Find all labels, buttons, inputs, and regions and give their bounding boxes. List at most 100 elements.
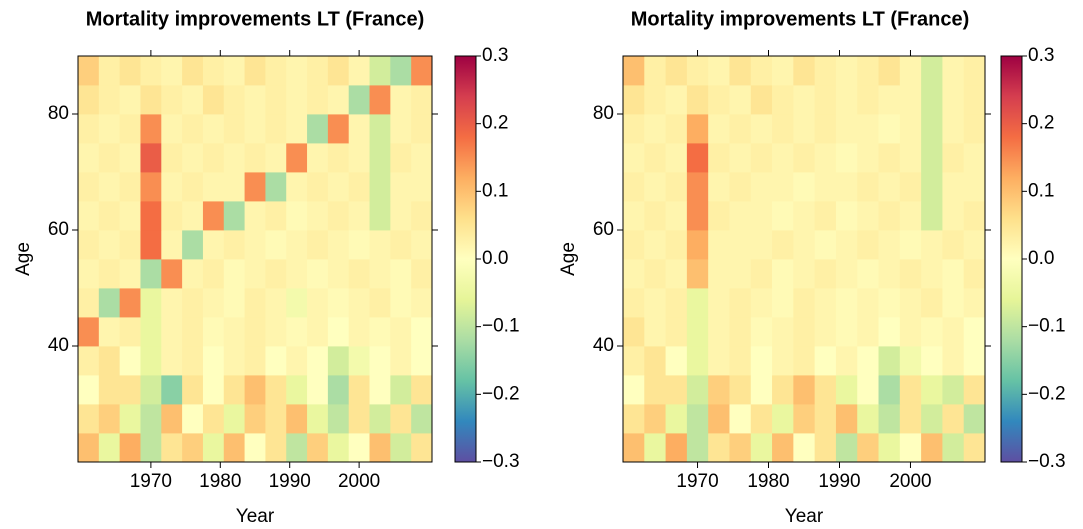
heatmap-cell bbox=[182, 143, 204, 173]
heatmap-cell bbox=[644, 288, 666, 318]
heatmap-cells bbox=[78, 56, 433, 463]
heatmap-cell bbox=[78, 346, 100, 376]
heatmap-cell bbox=[78, 375, 100, 405]
heatmap-cell bbox=[244, 230, 266, 260]
heatmap-cell bbox=[286, 114, 308, 144]
heatmap-cell bbox=[327, 404, 350, 434]
heatmap-cell bbox=[265, 288, 287, 318]
heatmap-cell bbox=[623, 375, 645, 405]
colorbar-tick-label: −0.3 bbox=[482, 451, 520, 472]
heatmap-cell bbox=[623, 201, 645, 231]
heatmap-cell bbox=[772, 375, 794, 405]
heatmap-cell bbox=[182, 433, 204, 463]
heatmap-cell bbox=[644, 85, 666, 115]
heatmap-cell bbox=[307, 114, 329, 144]
heatmap-cell bbox=[161, 317, 183, 347]
heatmap-cell bbox=[814, 201, 837, 231]
heatmap-cell bbox=[182, 85, 204, 115]
heatmap-cell bbox=[857, 114, 879, 144]
x-axis-label: Year bbox=[236, 506, 275, 527]
heatmap-cell bbox=[98, 259, 121, 289]
heatmap-cell bbox=[750, 375, 773, 405]
y-axis-label: Age bbox=[13, 242, 34, 276]
heatmap-cell bbox=[814, 114, 837, 144]
heatmap-cell bbox=[140, 143, 162, 173]
heatmap-cell bbox=[411, 288, 433, 318]
heatmap-cell bbox=[814, 433, 837, 463]
heatmap-cell bbox=[793, 172, 816, 202]
heatmap-cell bbox=[411, 172, 433, 202]
heatmap-cell bbox=[98, 143, 121, 173]
heatmap-cell bbox=[411, 201, 433, 231]
heatmap-cell bbox=[772, 114, 794, 144]
heatmap-cell bbox=[835, 259, 858, 289]
heatmap-cell bbox=[327, 172, 350, 202]
heatmap-cell bbox=[161, 85, 183, 115]
heatmap-cell bbox=[772, 404, 794, 434]
heatmap-cell bbox=[202, 259, 225, 289]
heatmap-cell bbox=[686, 317, 709, 347]
heatmap-cell bbox=[857, 404, 879, 434]
heatmap-cell bbox=[265, 172, 287, 202]
heatmap-cell bbox=[708, 317, 730, 347]
colorbar bbox=[454, 55, 477, 463]
colorbar-tick-label: −0.3 bbox=[1028, 451, 1066, 472]
heatmap-cell bbox=[857, 317, 879, 347]
heatmap-cell bbox=[202, 375, 225, 405]
heatmap-cell bbox=[348, 172, 370, 202]
heatmap-cell bbox=[327, 114, 350, 144]
heatmap-cell bbox=[708, 288, 730, 318]
x-tick-label: 1980 bbox=[199, 471, 241, 492]
heatmap-cell bbox=[963, 143, 986, 173]
heatmap-cell bbox=[390, 404, 412, 434]
heatmap-cell bbox=[369, 201, 391, 231]
heatmap-cell bbox=[942, 346, 965, 376]
heatmap-cell bbox=[307, 56, 329, 86]
heatmap-cell bbox=[686, 143, 709, 173]
heatmap-cell bbox=[899, 346, 922, 376]
heatmap-cell bbox=[623, 404, 645, 434]
heatmap-cell bbox=[411, 375, 433, 405]
heatmap-cell bbox=[708, 230, 730, 260]
colorbar-tick-label: −0.2 bbox=[482, 383, 520, 404]
y-tick-label: 40 bbox=[593, 335, 614, 356]
heatmap-cell bbox=[307, 230, 329, 260]
heatmap-cell bbox=[708, 143, 730, 173]
heatmap-cell bbox=[750, 259, 773, 289]
heatmap-cell bbox=[623, 85, 645, 115]
heatmap-cell bbox=[286, 85, 308, 115]
colorbar-tick-label: 0.0 bbox=[1028, 248, 1054, 269]
heatmap-cell bbox=[899, 230, 922, 260]
x-axis-label: Year bbox=[785, 506, 824, 527]
heatmap-cell bbox=[878, 114, 901, 144]
heatmap-cell bbox=[623, 288, 645, 318]
heatmap-cell bbox=[411, 433, 433, 463]
heatmap-cell bbox=[686, 201, 709, 231]
heatmap-cell bbox=[814, 172, 837, 202]
heatmap-cell bbox=[348, 56, 370, 86]
heatmap-cell bbox=[665, 375, 688, 405]
heatmap-cell bbox=[942, 433, 965, 463]
heatmap-cell bbox=[348, 259, 370, 289]
heatmap-cell bbox=[623, 317, 645, 347]
heatmap-cell bbox=[750, 433, 773, 463]
heatmap-cell bbox=[348, 433, 370, 463]
heatmap-cell bbox=[623, 143, 645, 173]
heatmap-cell bbox=[899, 375, 922, 405]
heatmap-cell bbox=[772, 230, 794, 260]
heatmap-cell bbox=[244, 288, 266, 318]
heatmap-cell bbox=[921, 56, 943, 86]
heatmap-cell bbox=[857, 346, 879, 376]
heatmap-cell bbox=[182, 201, 204, 231]
heatmap-cell bbox=[223, 288, 245, 318]
heatmap-cell bbox=[921, 230, 943, 260]
heatmap-cell bbox=[793, 404, 816, 434]
heatmap-cell bbox=[665, 85, 688, 115]
heatmap-cell bbox=[286, 201, 308, 231]
heatmap-cell bbox=[202, 317, 225, 347]
heatmap-cell bbox=[857, 288, 879, 318]
heatmap-cell bbox=[223, 56, 245, 86]
heatmap-cell bbox=[348, 230, 370, 260]
heatmap-cell bbox=[182, 114, 204, 144]
heatmap-cell bbox=[182, 375, 204, 405]
